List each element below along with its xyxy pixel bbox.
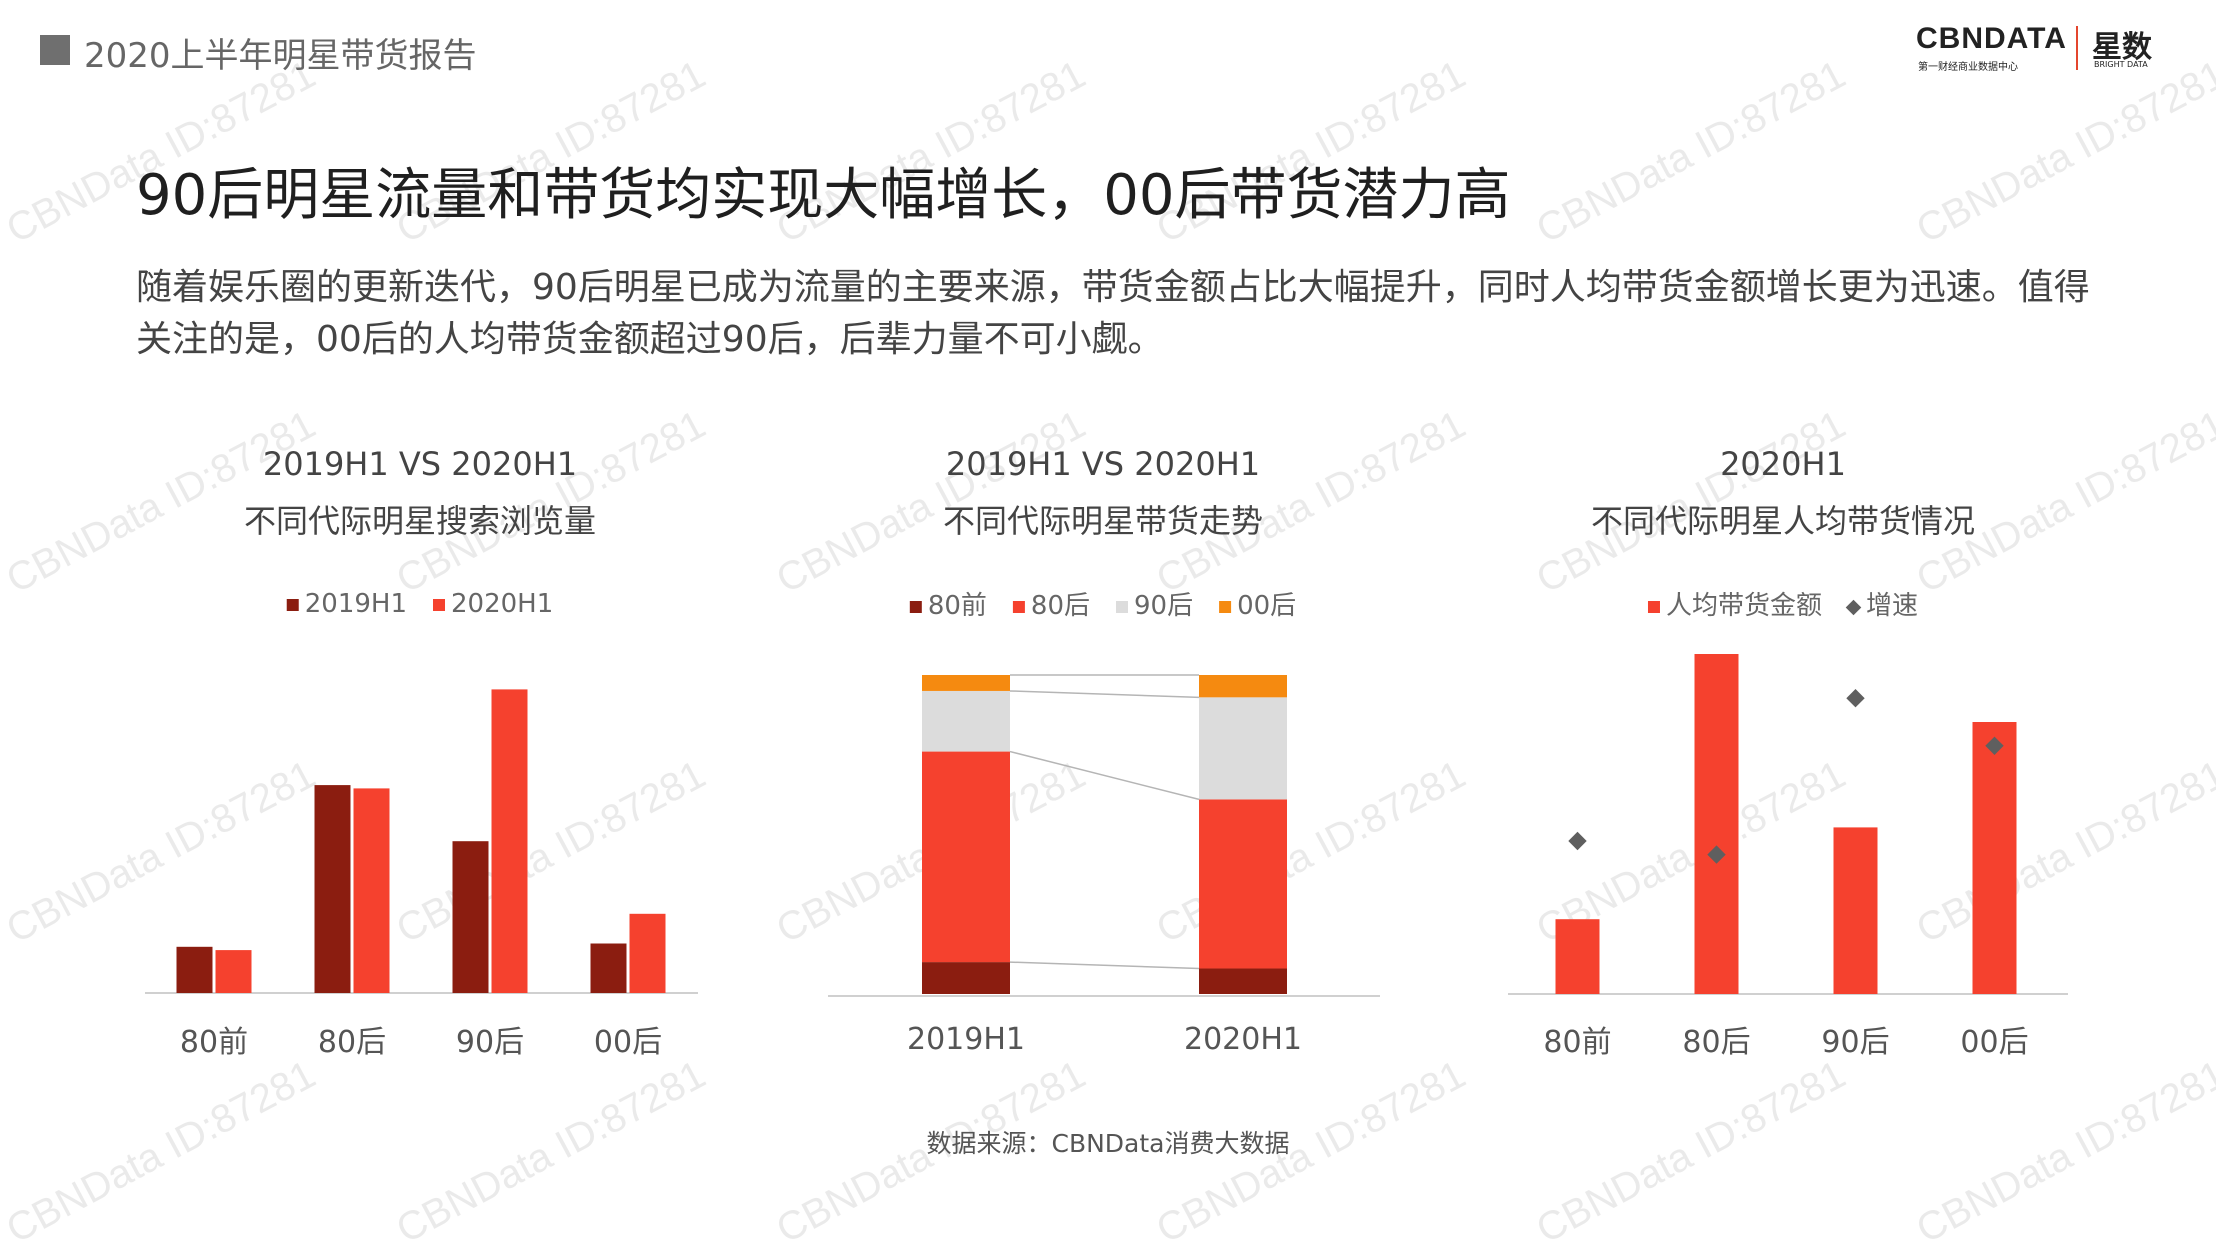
chart2-legend-90后-label: 90后	[1134, 591, 1193, 621]
chart3-bar-80后	[1694, 654, 1739, 994]
chart3-legend-amount-swatch	[1647, 601, 1660, 613]
logo-brand-sub-text: BRIGHT DATA	[2094, 60, 2148, 69]
chart3-subtitle: 不同代际明星人均带货情况	[1591, 502, 1975, 540]
chart2-tick-2020H1: 2020H1	[1184, 1022, 1302, 1057]
chart2-segment-2019H1-90后	[922, 690, 1010, 752]
chart3-tick-90后: 90后	[1821, 1025, 1889, 1060]
chart2-legend-90后-swatch	[1116, 601, 1128, 613]
chart2-segment-2020H1-00后	[1199, 675, 1287, 698]
chart1-bar-80后-2019H1	[314, 785, 351, 993]
chart1-tick-80后: 80后	[318, 1025, 386, 1060]
chart1-bar-90后-2020H1	[491, 689, 528, 993]
chart3-legend-growth-swatch	[1845, 599, 1862, 616]
chart3-bar-80前	[1555, 919, 1600, 994]
chart2-legend-80后-label: 80后	[1031, 591, 1090, 621]
chart3-legend-growth-label: 增速	[1866, 591, 1918, 621]
chart1-bar-00后-2019H1	[590, 943, 627, 993]
chart1-subtitle: 不同代际明星搜索浏览量	[244, 502, 596, 540]
chart1-title: 2019H1 VS 2020H1	[263, 445, 577, 483]
chart1-tick-00后: 00后	[594, 1025, 662, 1060]
chart1-bar-00后-2020H1	[629, 913, 666, 993]
chart2-tick-2019H1: 2019H1	[907, 1022, 1025, 1057]
chart2-legend-80前-swatch	[909, 601, 922, 613]
chart2-segment-2020H1-90后	[1199, 697, 1287, 800]
chart1-bar-80前-2019H1	[176, 946, 213, 993]
chart3-bar-90后	[1833, 827, 1878, 994]
chart3-title: 2020H1	[1720, 445, 1846, 483]
chart2-segment-2020H1-80后	[1199, 799, 1287, 969]
chart3-growth-marker-00后	[1985, 736, 2004, 755]
chart3-growth-marker-80前	[1568, 831, 1587, 851]
header-square-icon	[40, 35, 70, 65]
report-title: 2020上半年明星带货报告	[84, 36, 477, 76]
headline: 90后明星流量和带货均实现大幅增长，00后带货潜力高	[136, 163, 1511, 228]
chart2-segment-2019H1-00后	[922, 675, 1010, 691]
cbndata-logo: CBNDATA 第一财经商业数据中心 星数 BRIGHT DATA	[1912, 22, 2180, 76]
chart2-connector-2	[1009, 750, 1200, 801]
chart2-segment-2019H1-80后	[922, 751, 1010, 963]
chart3-growth-marker-90后	[1846, 689, 1865, 708]
chart2-legend-80前-label: 80前	[928, 591, 987, 621]
chart1-bar-90后-2019H1	[452, 841, 489, 993]
chart3-legend-amount-label: 人均带货金额	[1666, 591, 1822, 621]
chart1-bar-80后-2020H1	[353, 788, 390, 993]
chart2-legend-00后-label: 00后	[1237, 591, 1296, 621]
chart2-connector-1	[1009, 961, 1200, 970]
chart2-legend-80后-swatch	[1012, 601, 1025, 613]
logo-main-text: CBNDATA	[1916, 22, 2067, 55]
chart1-bar-80前-2020H1	[215, 950, 252, 993]
chart1-tick-90后: 90后	[456, 1025, 524, 1060]
chart1-legend-2020-label: 2020H1	[451, 589, 553, 619]
chart1-legend-2019-swatch	[286, 599, 299, 611]
chart2-segment-2020H1-80前	[1199, 968, 1287, 994]
charts-canvas: 2019H1 VS 2020H1 不同代际明星搜索浏览量 2019H1 2020H1 8…	[145, 445, 2068, 1060]
chart2-subtitle: 不同代际明星带货走势	[943, 502, 1263, 540]
chart3-bar-00后	[1972, 722, 2017, 994]
chart3-tick-80前: 80前	[1543, 1025, 1611, 1060]
chart3-tick-80后: 80后	[1682, 1025, 1750, 1060]
chart2-segment-2019H1-80前	[922, 962, 1010, 994]
chart2-connector-3	[1009, 690, 1200, 699]
chart3-growth-marker-80后	[1707, 845, 1726, 864]
logo-sub-text: 第一财经商业数据中心	[1918, 62, 2018, 73]
logo-divider	[2076, 26, 2078, 70]
chart1-legend-2019-label: 2019H1	[305, 589, 407, 619]
logo-brand-text: 星数	[2092, 30, 2152, 65]
chart2-legend-00后-swatch	[1219, 601, 1232, 613]
chart2-title: 2019H1 VS 2020H1	[946, 445, 1260, 483]
chart1-tick-80前: 80前	[180, 1025, 248, 1060]
chart1-legend-2020-swatch	[433, 599, 445, 611]
description: 随着娱乐圈的更新迭代，90后明星已成为流量的主要来源，带货金额占比大幅提升，同时…	[136, 267, 2090, 360]
data-source: 数据来源：CBNData消费大数据	[926, 1129, 1290, 1158]
chart3-tick-00后: 00后	[1960, 1025, 2028, 1060]
